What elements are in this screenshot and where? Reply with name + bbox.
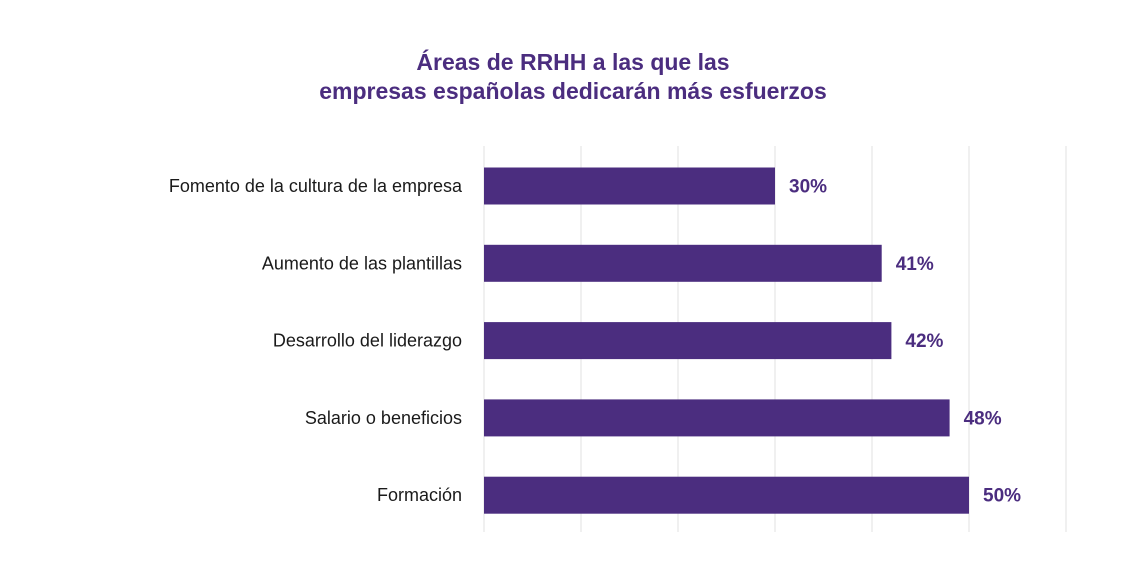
category-label: Desarrollo del liderazgo	[273, 331, 462, 351]
bar	[484, 322, 892, 360]
chart-title: Áreas de RRHH a las que las empresas esp…	[0, 48, 1146, 106]
category-label: Fomento de la cultura de la empresa	[169, 176, 463, 196]
value-label: 30%	[789, 177, 827, 198]
chart-title-line-2: empresas españolas dedicarán más esfuerz…	[319, 78, 827, 104]
category-label: Salario o beneficios	[305, 408, 462, 428]
category-label: Aumento de las plantillas	[262, 253, 462, 273]
bar	[484, 244, 882, 282]
bar	[484, 399, 950, 437]
value-label: 50%	[983, 486, 1021, 507]
bars	[484, 167, 969, 514]
category-label: Formación	[377, 485, 462, 505]
value-label: 41%	[896, 254, 934, 275]
bar	[484, 167, 775, 205]
chart-title-line-1: Áreas de RRHH a las que las	[416, 49, 730, 75]
value-label: 42%	[905, 331, 943, 352]
labels: Fomento de la cultura de la empresa 30% Au…	[169, 176, 1021, 507]
value-label: 48%	[964, 408, 1002, 429]
bar	[484, 476, 969, 514]
